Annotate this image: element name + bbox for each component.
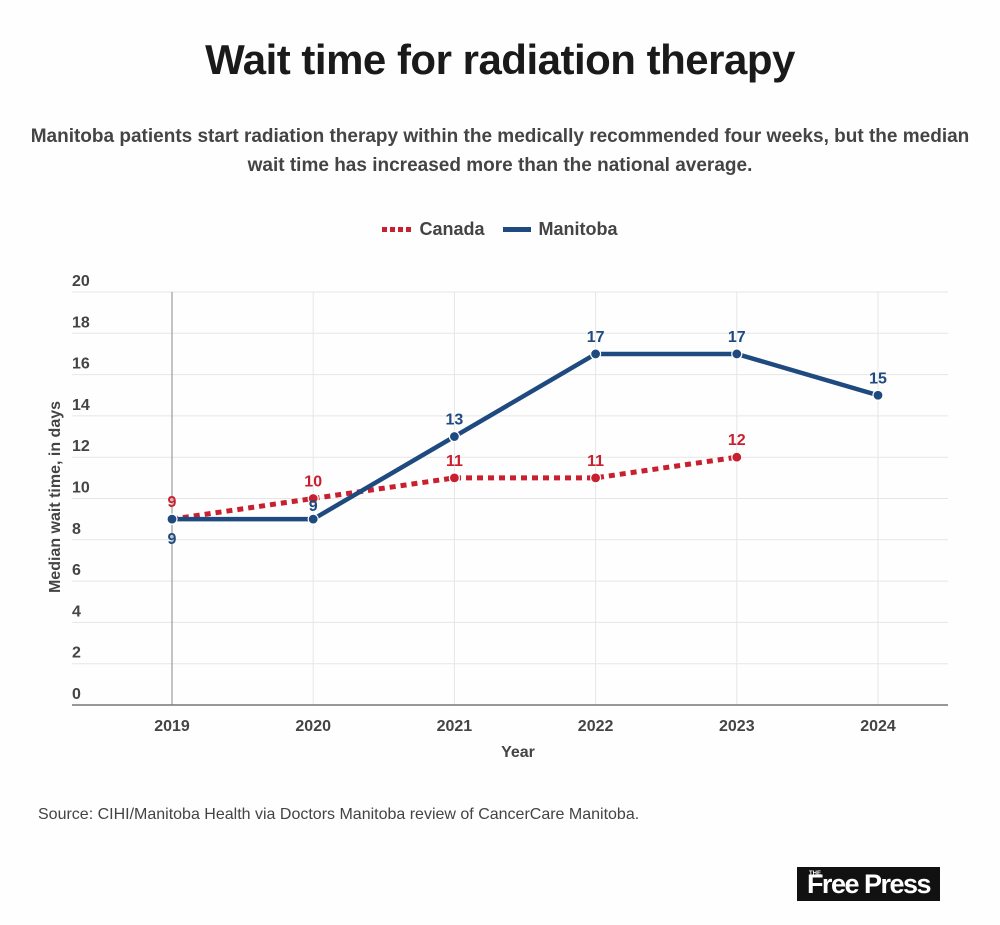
free-press-logo: THE Free Press: [797, 867, 940, 901]
y-tick-label: 14: [72, 397, 90, 414]
y-tick-label: 20: [72, 273, 90, 290]
data-point-manitoba: [448, 430, 460, 443]
data-label-manitoba: 9: [309, 498, 318, 515]
data-label-canada: 10: [304, 474, 322, 491]
x-axis-label: Year: [501, 744, 535, 761]
grid-lines: [72, 291, 948, 706]
x-tick-label: 2022: [578, 718, 614, 735]
legend-item-manitoba[interactable]: Manitoba: [502, 219, 618, 240]
y-tick-label: 8: [72, 521, 81, 538]
logo-text: Free Press: [806, 869, 932, 899]
chart-title: Wait time for radiation therapy: [205, 36, 795, 83]
logo-small-text: THE: [809, 871, 821, 877]
chart-subtitle: Manitoba patients start radiation therap…: [30, 126, 970, 176]
legend-item-canada[interactable]: Canada: [382, 219, 485, 240]
data-point-manitoba: [307, 513, 319, 525]
y-tick-label: 0: [72, 686, 81, 703]
dotted-line-swatch-icon: [382, 227, 412, 232]
data-label-manitoba: 17: [728, 329, 746, 346]
y-tick-label: 4: [72, 603, 81, 620]
data-point-manitoba: [589, 348, 602, 360]
series-line-canada: [171, 454, 738, 522]
x-tick-label: 2019: [154, 718, 190, 735]
y-tick-label: 16: [72, 356, 90, 373]
legend: Canada Manitoba: [0, 219, 1000, 240]
source-note: Source: CIHI/Manitoba Health via Doctors…: [38, 806, 640, 823]
y-tick-label: 10: [72, 480, 90, 497]
y-tick-label: 6: [72, 562, 81, 579]
data-label-canada: 11: [587, 453, 604, 470]
series-group: 9 10 11 11 12 9 9 13 17 17 15: [166, 329, 887, 548]
data-point-canada: [731, 451, 743, 463]
y-tick-label: 2: [72, 645, 81, 662]
data-label-canada: 12: [728, 432, 746, 449]
y-axis-ticks: 0 2 4 6 8 10 12 14 16 18 20: [72, 273, 90, 703]
solid-line-swatch-icon: [502, 227, 531, 232]
data-point-canada: [448, 472, 460, 484]
y-tick-label: 18: [72, 314, 90, 331]
series-line-manitoba: [172, 351, 879, 522]
legend-label: Manitoba: [538, 219, 618, 239]
data-label-canada: 9: [168, 494, 177, 511]
data-label-manitoba: 17: [587, 329, 605, 346]
data-label-manitoba: 15: [869, 370, 887, 387]
data-point-manitoba: [166, 513, 178, 525]
data-label-manitoba: 9: [168, 531, 177, 548]
data-point-canada: [589, 472, 602, 484]
data-point-canada: [307, 492, 319, 505]
x-tick-label: 2023: [719, 718, 755, 735]
data-label-manitoba: 13: [446, 412, 464, 429]
data-point-manitoba: [872, 389, 884, 401]
x-tick-label: 2024: [860, 718, 896, 735]
data-label-canada: 11: [446, 453, 463, 470]
x-tick-label: 2020: [295, 718, 331, 735]
data-point-manitoba: [731, 348, 743, 360]
legend-label: Canada: [419, 219, 485, 239]
x-tick-label: 2021: [437, 718, 473, 735]
y-tick-label: 12: [72, 438, 90, 455]
y-axis-label: Median wait time, in days: [47, 401, 64, 593]
x-axis-ticks: 2019 2020 2021 2022 2023 2024: [154, 718, 896, 735]
